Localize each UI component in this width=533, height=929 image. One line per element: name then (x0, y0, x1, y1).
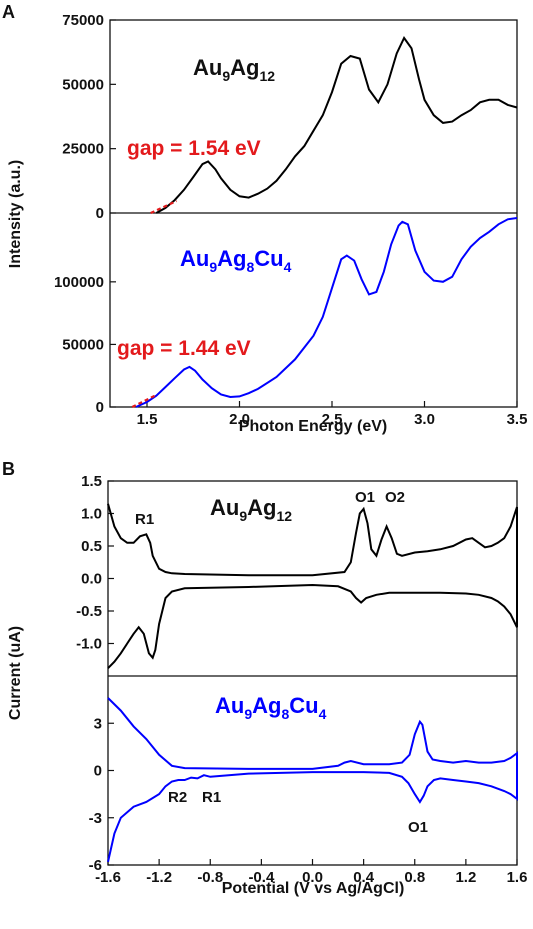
series-line-b-top (107, 503, 518, 669)
ytick-label: 50000 (62, 76, 104, 93)
panel-b-xlabel: Potential (V vs Ag/AgCl) (222, 880, 405, 897)
ytick-label: 0.0 (81, 571, 102, 588)
ytick-label: 0 (96, 205, 104, 222)
ytick-label: 100000 (54, 274, 104, 291)
ytick-label: 0 (96, 399, 104, 416)
xtick-label: 1.6 (507, 869, 528, 886)
panel-b-top-species: Au9Ag12 (210, 495, 292, 524)
ytick-label: -3 (89, 810, 102, 827)
ytick-label: 0.5 (81, 538, 102, 555)
series-line-a-top (155, 36, 518, 214)
gap-fit-line (150, 200, 178, 214)
panel-b-bottom-species: Au9Ag8Cu4 (215, 693, 327, 722)
panel-b-label: B (2, 459, 15, 479)
ytick-label: 75000 (62, 12, 104, 29)
gap-fit-line (131, 394, 157, 408)
xtick-label: -1.2 (146, 869, 172, 886)
xtick-label: 0.0 (302, 869, 323, 886)
peak-label-top-o1: O1 (355, 489, 375, 506)
xtick-label: 1.2 (455, 869, 476, 886)
xtick-label: -0.4 (248, 869, 275, 886)
ytick-label: 1.5 (81, 473, 102, 490)
xtick-label: 0.4 (353, 869, 375, 886)
ytick-label: -6 (89, 857, 102, 874)
peak-label-top-r1: R1 (135, 511, 154, 528)
ytick-label: 50000 (62, 336, 104, 353)
xtick-label: 3.5 (507, 411, 528, 428)
xtick-label: 1.5 (137, 411, 158, 428)
panel-a-top-species: Au9Ag12 (193, 55, 275, 84)
panel-a-xlabel: Photon Energy (eV) (239, 418, 387, 435)
xtick-label: 2.5 (322, 411, 343, 428)
series-line-a-bottom (135, 217, 518, 408)
panel-b-frame (107, 480, 518, 866)
ytick-label: 25000 (62, 141, 104, 158)
gap-label-top: gap = 1.54 eV (127, 137, 261, 160)
xtick-label: -0.8 (197, 869, 223, 886)
series-line-b-bottom (107, 697, 518, 863)
peak-label-top-o2: O2 (385, 489, 405, 506)
peak-label-bottom-r2: R2 (168, 789, 187, 806)
peak-label-bottom-o1: O1 (408, 819, 428, 836)
xtick-label: 2.0 (229, 411, 250, 428)
panel-a-ylabel: Intensity (a.u.) (7, 160, 24, 268)
peak-label-bottom-r1: R1 (202, 789, 221, 806)
panel-a-label: A (2, 2, 15, 22)
xtick-label: 3.0 (414, 411, 435, 428)
ytick-label: 1.0 (81, 506, 102, 523)
xtick-label: -1.6 (95, 869, 121, 886)
panel-b-ylabel: Current (uA) (7, 626, 24, 720)
panel-a-bottom-species: Au9Ag8Cu4 (180, 246, 292, 275)
xtick-label: 0.8 (404, 869, 425, 886)
ytick-label: -1.0 (76, 636, 102, 653)
gap-label-bottom: gap = 1.44 eV (117, 337, 251, 360)
ytick-label: 3 (94, 715, 102, 732)
ytick-label: 0 (94, 763, 102, 780)
ytick-label: -0.5 (76, 603, 102, 620)
